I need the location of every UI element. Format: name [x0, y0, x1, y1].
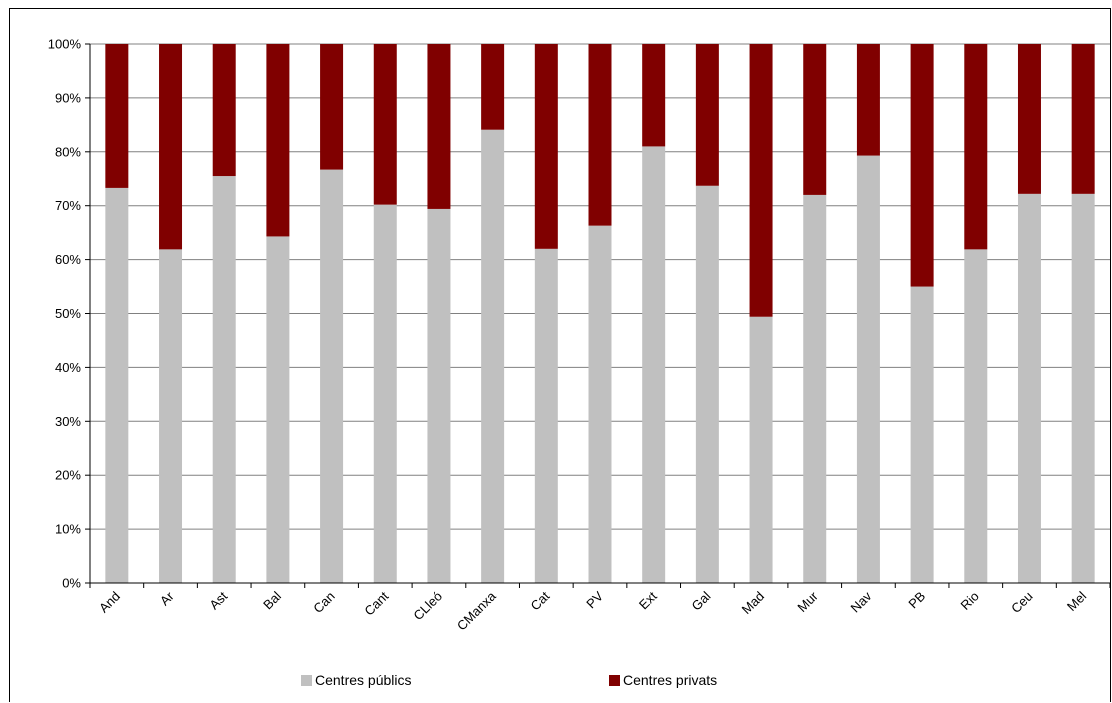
x-tick-label: Mel: [1064, 588, 1089, 613]
bar-private-cant: [373, 44, 397, 205]
x-tick-label: PB: [905, 589, 928, 612]
bar-private-rio: [964, 44, 988, 250]
bar-private-ar: [159, 44, 183, 250]
bars: [105, 44, 1095, 584]
x-tick-label: Bal: [260, 588, 284, 612]
chart-frame: 0% 10% 20% 30% 40% 50% 60% 70% 80% 90% 100% And Ar A…: [9, 8, 1111, 702]
bar-public-cant: [373, 204, 397, 583]
legend-swatch-public: [301, 675, 312, 686]
bar-public-ar: [159, 249, 183, 583]
legend: Centres públics Centres privats: [301, 672, 717, 688]
y-tick-label: 60%: [55, 252, 81, 267]
x-tick-label: Rio: [958, 589, 982, 613]
x-tick-label: CLleó: [410, 589, 445, 624]
bar-private-cmanxa: [481, 44, 505, 130]
bar-public-ceu: [1017, 193, 1041, 584]
bar-public-gal: [695, 185, 719, 583]
legend-swatch-private: [609, 675, 620, 686]
bar-public-clleó: [427, 208, 451, 583]
y-tick-label: 30%: [55, 414, 81, 429]
bar-private-ceu: [1017, 44, 1041, 194]
y-tick-label: 80%: [55, 144, 81, 159]
x-tick-label: Gal: [689, 588, 714, 613]
y-tick-label: 10%: [55, 522, 81, 537]
x-tick-label: Cant: [361, 588, 391, 618]
bar-private-mur: [803, 44, 827, 195]
y-tick-label: 90%: [55, 90, 81, 105]
y-axis-ticks: 0% 10% 20% 30% 40% 50% 60% 70% 80% 90% 100%: [48, 37, 90, 591]
stacked-bar-chart: 0%10%20%30%40%50%60%70%80%90%100% And Ar A…: [48, 37, 1111, 688]
x-tick-label: PV: [583, 588, 606, 611]
bar-public-pv: [588, 225, 612, 583]
x-tick-label: CManxa: [454, 588, 499, 633]
legend-label-public: Centres públics: [315, 672, 412, 688]
y-tick-label: 40%: [55, 360, 81, 375]
x-tick-label: Mur: [794, 588, 821, 615]
bar-private-nav: [856, 44, 880, 156]
y-tick-label: 20%: [55, 468, 81, 483]
bar-private-mel: [1071, 44, 1095, 194]
x-tick-label: Cat: [528, 588, 553, 613]
bar-private-ast: [212, 44, 236, 177]
x-tick-label: Can: [310, 589, 337, 616]
x-tick-label: Ar: [157, 588, 177, 608]
x-tick-label: Ast: [206, 588, 230, 612]
bar-public-cmanxa: [481, 129, 505, 583]
bar-public-cat: [534, 248, 558, 583]
bar-public-ext: [642, 146, 666, 583]
legend-label-private: Centres privats: [623, 672, 717, 688]
bar-public-mur: [803, 194, 827, 584]
x-tick-label: And: [96, 589, 123, 616]
axes: [89, 44, 1110, 584]
bar-public-mel: [1071, 193, 1095, 584]
y-tick-label: 70%: [55, 198, 81, 213]
bar-private-pb: [910, 44, 934, 287]
bar-private-cat: [534, 44, 558, 249]
bar-private-and: [105, 44, 129, 188]
x-axis-ticks: And Ar Ast Bal Can Cant CLleó CManxa Cat PV Ext Gal…: [89, 583, 1111, 633]
y-tick-label: 0%: [62, 576, 81, 591]
x-tick-label: Ceu: [1008, 589, 1035, 616]
x-tick-label: Ext: [636, 588, 660, 612]
bar-public-can: [320, 169, 344, 583]
y-tick-label: 50%: [55, 306, 81, 321]
bar-public-and: [105, 187, 129, 583]
bar-private-clleó: [427, 44, 451, 209]
bar-private-mad: [749, 44, 773, 317]
bar-private-gal: [695, 44, 719, 186]
bar-private-can: [320, 44, 344, 170]
x-tick-label: Nav: [848, 588, 875, 615]
y-tick-label: 100%: [48, 37, 82, 52]
bar-public-bal: [266, 236, 290, 583]
bar-public-ast: [212, 176, 236, 583]
bar-private-pv: [588, 44, 612, 226]
bar-public-nav: [856, 155, 880, 583]
x-tick-label: Mad: [739, 589, 767, 617]
bar-private-bal: [266, 44, 290, 237]
bar-public-rio: [964, 249, 988, 583]
bar-public-pb: [910, 286, 934, 583]
bar-private-ext: [642, 44, 666, 147]
bar-public-mad: [749, 316, 773, 583]
